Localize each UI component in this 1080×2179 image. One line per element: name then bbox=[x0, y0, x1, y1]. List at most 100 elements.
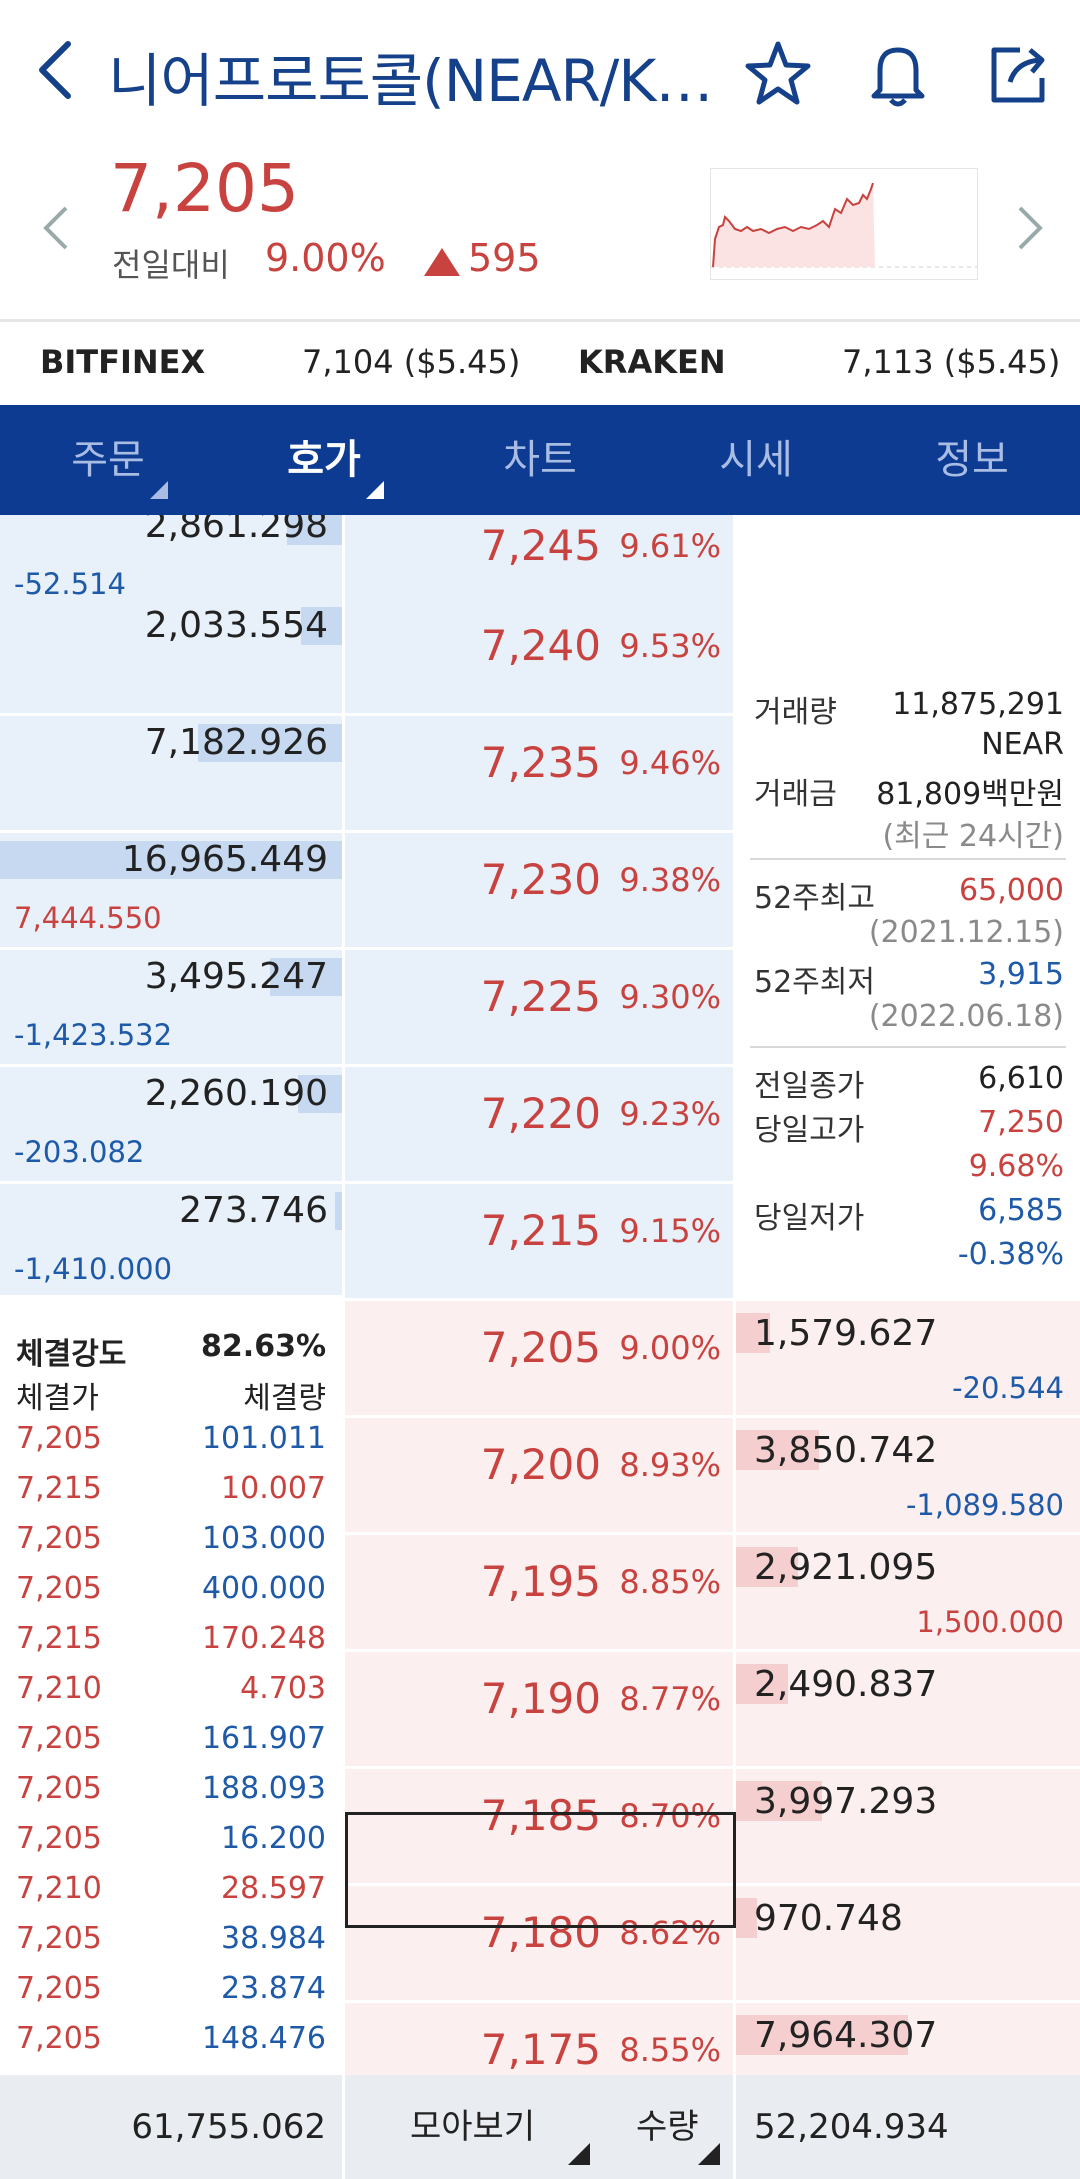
ask-qty: 273.746 bbox=[179, 1190, 328, 1231]
bid-qty: 3,850.742 bbox=[754, 1430, 938, 1471]
orderbook[interactable]: 2,861.298 -52.514 7,245 9.61% 2,033.554 7,240… bbox=[0, 515, 1080, 2075]
ask-row[interactable]: 273.746 -1,410.000 7,215 9.15% bbox=[0, 1184, 1080, 1301]
ask-row[interactable]: 2,033.554 7,240 9.53% bbox=[0, 599, 1080, 716]
bid-qty-change: -1,089.580 bbox=[905, 1488, 1064, 1522]
trade-price: 7,210 bbox=[16, 2071, 102, 2075]
trade-qty: 23.874 bbox=[221, 1971, 326, 2006]
bid-price-cell[interactable]: 7,185 8.70% bbox=[345, 1769, 733, 1883]
tab-market[interactable]: 시세 bbox=[648, 405, 864, 515]
ask-row[interactable]: 2,861.298 -52.514 7,245 9.61% bbox=[0, 515, 1080, 616]
back-icon[interactable] bbox=[30, 30, 90, 110]
ask-price-cell[interactable]: 7,225 9.30% bbox=[345, 950, 733, 1064]
ask-qty: 2,861.298 bbox=[144, 515, 328, 546]
bid-row[interactable]: 7,190 8.77% 2,490.837 bbox=[0, 1652, 1080, 1769]
unit-toggle-button[interactable]: 수량 bbox=[636, 2107, 699, 2147]
ask-qty-change: 7,444.550 bbox=[14, 901, 162, 935]
period-note: (최근 24시간) bbox=[882, 819, 1064, 854]
bid-price: 7,200 bbox=[480, 1440, 601, 1489]
bid-rate: 9.00% bbox=[619, 1329, 721, 1367]
ask-row[interactable]: 3,495.247 -1,423.532 7,225 9.30% bbox=[0, 950, 1080, 1067]
trade-qty: 16.200 bbox=[221, 1821, 326, 1856]
bid-row[interactable]: 7,185 8.70% 3,997.293 bbox=[0, 1769, 1080, 1886]
day-low-label: 당일저가 bbox=[754, 1201, 865, 1236]
ask-qty: 2,033.554 bbox=[144, 605, 328, 646]
bid-price-cell[interactable]: 7,175 8.55% bbox=[345, 2003, 733, 2075]
ask-qty-bar bbox=[270, 958, 342, 996]
bid-row[interactable]: 7,200 8.93% 3,850.742 -1,089.580 bbox=[0, 1418, 1080, 1535]
bid-qty: 3,997.293 bbox=[754, 1781, 938, 1822]
trade-row: 7,205 101.011 bbox=[16, 1417, 326, 1467]
tab-info[interactable]: 정보 bbox=[864, 405, 1080, 515]
prev-coin-icon[interactable] bbox=[36, 198, 76, 258]
bid-price-cell[interactable]: 7,180 8.62% bbox=[345, 1886, 733, 2000]
high52-value: 65,000 bbox=[959, 873, 1064, 908]
high52-label: 52주최고 bbox=[754, 881, 875, 916]
coin-info-panel: 거래량 11,875,291 NEAR 거래금 81,809백만원 (최근 24… bbox=[736, 515, 1080, 1295]
bid-row[interactable]: 7,175 8.55% 7,964.307 bbox=[0, 2003, 1080, 2075]
ask-qty-bar bbox=[298, 1075, 342, 1113]
trade-row: 7,205 38.984 bbox=[16, 1917, 326, 1967]
ask-row[interactable]: 7,182.926 7,235 9.46% bbox=[0, 716, 1080, 833]
prev-close-value: 6,610 bbox=[978, 1061, 1064, 1096]
bid-price-cell[interactable]: 7,205 9.00% bbox=[345, 1301, 733, 1415]
bid-qty: 1,579.627 bbox=[754, 1313, 938, 1354]
ask-row[interactable]: 16,965.449 7,444.550 7,230 9.38% bbox=[0, 833, 1080, 950]
tab-label: 정보 bbox=[935, 437, 1009, 483]
ask-price-cell[interactable]: 7,245 9.61% bbox=[345, 515, 733, 613]
bid-qty-cell: 3,997.293 bbox=[736, 1769, 1080, 1883]
bid-price-cell[interactable]: 7,195 8.85% bbox=[345, 1535, 733, 1649]
foreign-exchange-prices: BITFINEX 7,104 ($5.45) KRAKEN 7,113 ($5.… bbox=[0, 325, 1080, 405]
bid-price-cell[interactable]: 7,200 8.93% bbox=[345, 1418, 733, 1532]
strength-label: 체결강도 bbox=[16, 1337, 127, 1372]
ask-rate: 9.38% bbox=[619, 861, 721, 899]
ask-price: 7,215 bbox=[480, 1206, 601, 1255]
ask-price: 7,230 bbox=[480, 855, 601, 904]
divider bbox=[750, 858, 1066, 860]
ask-price-cell[interactable]: 7,220 9.23% bbox=[345, 1067, 733, 1181]
ask-rate: 9.53% bbox=[619, 627, 721, 665]
tab-orderbook[interactable]: 호가 bbox=[216, 405, 432, 515]
bid-qty-cell: 3,850.742 -1,089.580 bbox=[736, 1418, 1080, 1532]
trade-price: 7,205 bbox=[16, 1771, 102, 1806]
app-header: 니어프로토콜(NEAR/KRW) bbox=[0, 0, 1080, 150]
ask-qty-bar bbox=[0, 841, 342, 879]
tab-order[interactable]: 주문 bbox=[0, 405, 216, 515]
trade-row: 7,205 23.874 bbox=[16, 1967, 326, 2017]
trade-row: 7,215 170.248 bbox=[16, 1617, 326, 1667]
ask-row[interactable]: 2,260.190 -203.082 7,220 9.23% bbox=[0, 1067, 1080, 1184]
next-coin-icon[interactable] bbox=[1010, 198, 1050, 258]
ask-price-cell[interactable]: 7,240 9.53% bbox=[345, 599, 733, 713]
trade-price: 7,205 bbox=[16, 1421, 102, 1456]
bid-price-cell[interactable]: 7,190 8.77% bbox=[345, 1652, 733, 1766]
bid-price: 7,205 bbox=[480, 1323, 601, 1372]
ask-price-cell[interactable]: 7,230 9.38% bbox=[345, 833, 733, 947]
bid-qty-change: -20.544 bbox=[952, 1371, 1064, 1405]
trade-qty: 148.476 bbox=[201, 2021, 326, 2056]
ask-qty-cell: 2,033.554 bbox=[0, 599, 342, 713]
mini-chart[interactable] bbox=[710, 168, 978, 280]
view-mode-button[interactable]: 모아보기 bbox=[410, 2107, 536, 2147]
bid-qty-bar bbox=[736, 1313, 770, 1353]
tab-chart[interactable]: 차트 bbox=[432, 405, 648, 515]
bid-qty-cell: 2,490.837 bbox=[736, 1652, 1080, 1766]
ask-qty-cell: 2,260.190 -203.082 bbox=[0, 1067, 342, 1181]
bid-price: 7,195 bbox=[480, 1557, 601, 1606]
share-icon[interactable] bbox=[980, 36, 1056, 112]
ask-price: 7,225 bbox=[480, 972, 601, 1021]
bell-icon[interactable] bbox=[860, 36, 936, 112]
bid-row[interactable]: 7,195 8.85% 2,921.095 1,500.000 bbox=[0, 1535, 1080, 1652]
bid-rate: 8.55% bbox=[619, 2031, 721, 2069]
ask-qty: 3,495.247 bbox=[144, 956, 328, 997]
up-arrow-icon bbox=[424, 248, 460, 276]
ask-rate: 9.30% bbox=[619, 978, 721, 1016]
ask-qty: 7,182.926 bbox=[144, 722, 328, 763]
ask-price-cell[interactable]: 7,235 9.46% bbox=[345, 716, 733, 830]
ask-price-cell[interactable]: 7,215 9.15% bbox=[345, 1184, 733, 1298]
bid-row[interactable]: 7,205 9.00% 1,579.627 -20.544 bbox=[0, 1301, 1080, 1418]
bid-qty-bar bbox=[736, 1547, 798, 1587]
star-icon[interactable] bbox=[740, 36, 816, 112]
bid-qty-cell: 7,964.307 bbox=[736, 2003, 1080, 2075]
bid-row[interactable]: 7,180 8.62% 970.748 bbox=[0, 1886, 1080, 2003]
volume-unit: NEAR bbox=[981, 727, 1064, 762]
trade-qty: 170.248 bbox=[201, 1621, 326, 1656]
